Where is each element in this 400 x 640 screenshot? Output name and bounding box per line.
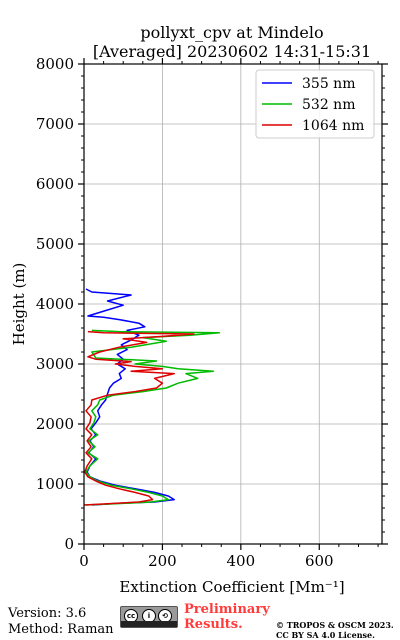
chart-legend: 355 nm 532 nm 1064 nm (255, 69, 375, 139)
legend-label: 355 nm (302, 76, 355, 92)
data-series (83, 288, 221, 506)
y-tick-label: 5000 (36, 235, 74, 253)
legend-label: 532 nm (302, 97, 355, 113)
y-tick-label: 1000 (36, 475, 74, 493)
y-tick-label: 3000 (36, 355, 74, 373)
y-tick-label: 0 (64, 535, 74, 553)
version-info: Version: 3.6 Method: Raman (8, 606, 114, 638)
series-line-532-nm (85, 329, 221, 506)
y-tick-label: 8000 (36, 55, 74, 73)
plot-frame (83, 63, 383, 545)
cc-badge-strip (121, 621, 177, 627)
copyright-notice: © TROPOS & OSCM 2023. CC BY SA 4.0 Licen… (276, 620, 394, 640)
x-tick-label: 0 (79, 552, 89, 570)
y-axis-label: Height (m) (10, 263, 28, 346)
cc-icon: cc (124, 609, 138, 623)
copyright-line1: © TROPOS & OSCM 2023. (276, 620, 394, 630)
preliminary-line1: Preliminary (184, 602, 270, 617)
x-axis-label: Extinction Coefficient [Mm⁻¹] (119, 578, 344, 596)
y-tick-label: 6000 (36, 175, 74, 193)
y-tick-label: 4000 (36, 295, 74, 313)
cc-by-sa-badge-icon: cc i ⟲ (120, 606, 178, 628)
method-text: Method: Raman (8, 622, 114, 637)
preliminary-notice: Preliminary Results. (184, 602, 270, 632)
x-tick-label: 600 (305, 552, 334, 570)
version-text: Version: 3.6 (8, 606, 87, 621)
x-tick-label: 200 (148, 552, 177, 570)
chart-title: pollyxt_cpv at Mindelo (140, 23, 323, 42)
preliminary-line2: Results. (184, 617, 243, 632)
legend-box (255, 69, 375, 139)
x-tick-label: 400 (227, 552, 256, 570)
chart-subtitle: [Averaged] 20230602 14:31-15:31 (93, 42, 371, 61)
y-tick-label: 7000 (36, 115, 74, 133)
series-line-1064-nm (83, 330, 195, 506)
legend-label: 1064 nm (302, 118, 364, 134)
y-tick-label: 2000 (36, 415, 74, 433)
copyright-line2: CC BY SA 4.0 License. (276, 630, 375, 640)
